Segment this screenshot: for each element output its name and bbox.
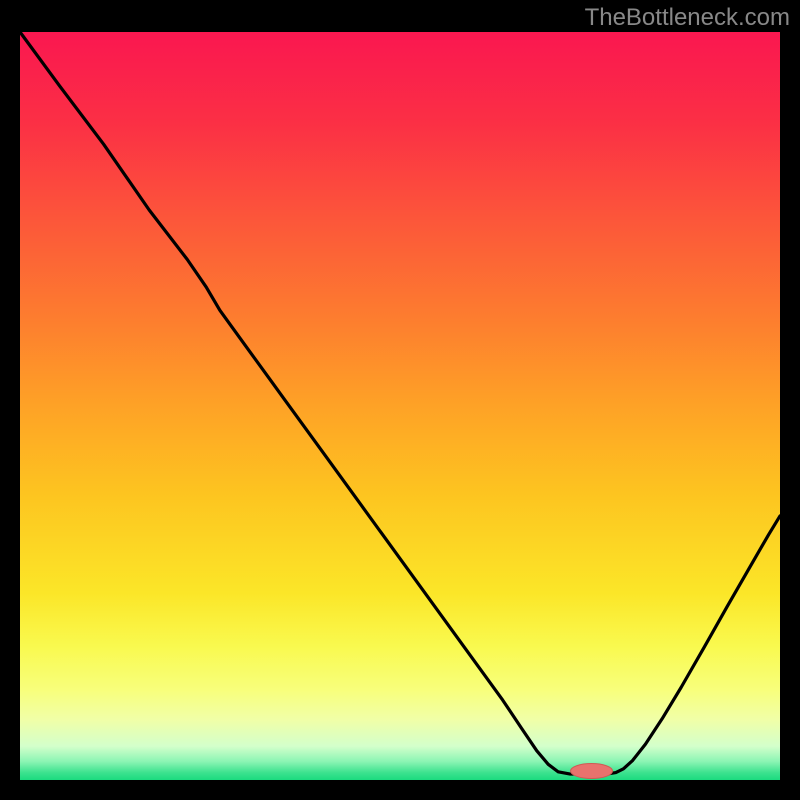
watermark-text: TheBottleneck.com [585, 4, 790, 32]
chart-surround [0, 30, 18, 782]
chart-surround [782, 30, 800, 782]
chart-surround [0, 782, 800, 800]
chart-background [20, 32, 780, 780]
optimal-marker [571, 764, 613, 779]
chart-container: TheBottleneck.com [0, 0, 800, 800]
bottleneck-chart [0, 0, 800, 800]
